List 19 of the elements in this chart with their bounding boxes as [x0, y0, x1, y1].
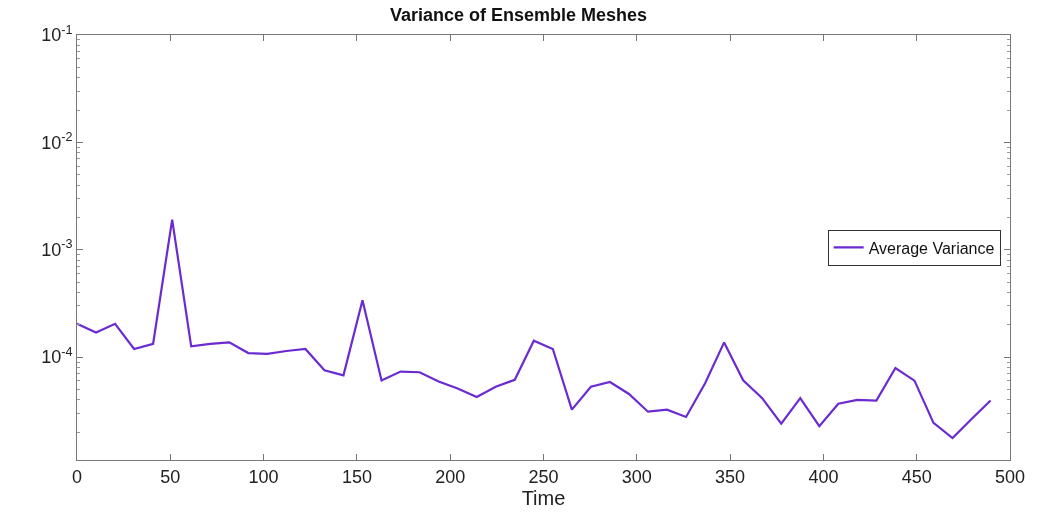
y-tick-label: 10$^{-1}$	[41, 22, 73, 46]
line-series	[77, 218, 992, 440]
x-tick-label: 0	[71, 466, 83, 487]
x-tick-label: 50	[160, 466, 181, 487]
x-tick-label: 200	[435, 466, 466, 487]
y-tick-label: 10$^{-4}$	[41, 344, 73, 368]
x-axis-title: Time	[521, 486, 566, 509]
chart-title: Variance of Ensemble Meshes	[389, 5, 648, 26]
x-tick-label: 350	[715, 466, 746, 487]
x-tick-label: 250	[528, 466, 559, 487]
x-tick-label: 300	[621, 466, 652, 487]
x-tick-label: 150	[341, 466, 372, 487]
y-tick-label: 10$^{-2}$	[41, 130, 73, 153]
legend-label: Average Variance	[868, 239, 995, 257]
x-tick-label: 450	[901, 466, 932, 487]
y-tick-label: 10$^{-3}$	[41, 237, 73, 261]
x-tick-label: 500	[994, 466, 1026, 487]
x-tick-label: 100	[248, 466, 279, 487]
x-tick-label: 400	[808, 466, 839, 487]
